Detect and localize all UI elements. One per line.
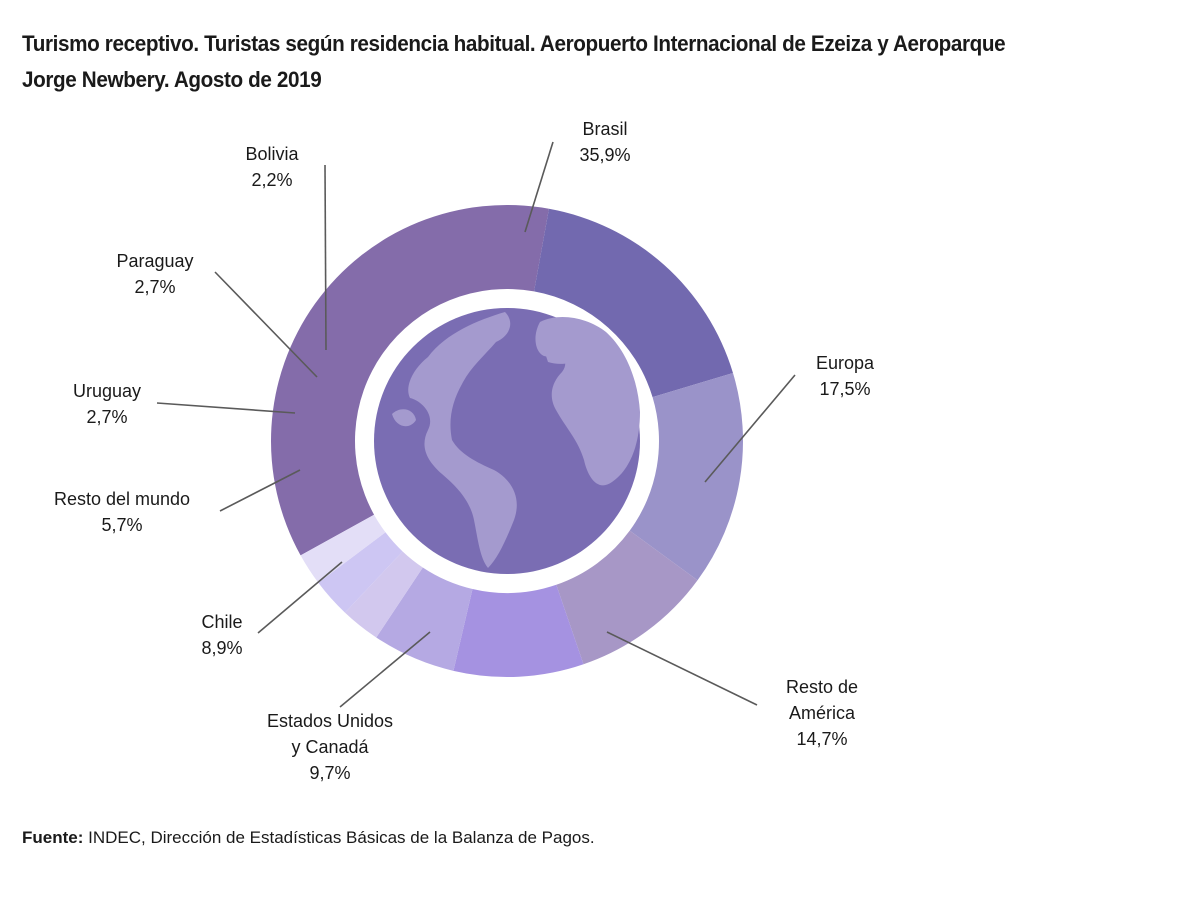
- slice-name-label: Estados Unidos: [267, 711, 393, 731]
- slice-label-resto-de-am-rica: Resto de América 14,7%: [786, 677, 858, 749]
- leader-line-europa: [704, 374, 796, 483]
- chart-title-line-1: Turismo receptivo. Turistas según reside…: [22, 31, 1006, 56]
- slice-name-label: Uruguay: [73, 381, 141, 401]
- slice-name-label: Resto del mundo: [54, 489, 190, 509]
- slice-bolivia: [300, 514, 386, 583]
- slice-value-label: 8,9%: [201, 638, 242, 658]
- slice-label-europa: Europa 17,5%: [816, 353, 875, 399]
- leader-line-uruguay: [156, 402, 296, 414]
- slice-resto-de-am-rica: [629, 372, 743, 581]
- slice-paraguay: [318, 532, 403, 613]
- source-note: Fuente: INDEC, Dirección de Estadísticas…: [22, 828, 595, 848]
- slice-uruguay: [344, 551, 423, 638]
- slice-name-label: América: [789, 703, 856, 723]
- slice-label-brasil: Brasil 35,9%: [579, 119, 630, 165]
- leader-line-chile: [257, 561, 343, 634]
- slice-chile: [453, 584, 584, 677]
- slice-label-chile: Chile 8,9%: [201, 612, 242, 658]
- slice-value-label: 2,2%: [251, 170, 292, 190]
- slice-labels: Brasil 35,9% Europa 17,5% Resto de América 14,…: [54, 119, 875, 783]
- slice-value-label: 35,9%: [579, 145, 630, 165]
- donut-slices: [270, 204, 743, 677]
- slice-name-label: Brasil: [582, 119, 627, 139]
- source-text: INDEC, Dirección de Estadísticas Básicas…: [83, 828, 595, 847]
- slice-estados-unidos-y-canad-: [556, 530, 698, 665]
- leader-line-paraguay: [214, 271, 318, 378]
- slice-value-label: 2,7%: [134, 277, 175, 297]
- slice-label-estados-unidos-y-canad-: Estados Unidos y Canadá 9,7%: [267, 711, 393, 783]
- slice-resto-del-mundo: [376, 567, 473, 671]
- slice-name-label: Paraguay: [116, 251, 193, 271]
- leader-line-bolivia: [324, 164, 327, 351]
- leader-line-estados-unidos-y-canad-: [339, 631, 431, 708]
- chart-title: Turismo receptivo. Turistas según reside…: [22, 26, 1112, 98]
- leader-line-resto-de-am-rica: [606, 631, 758, 706]
- slice-label-bolivia: Bolivia 2,2%: [245, 144, 299, 190]
- slice-label-resto-del-mundo: Resto del mundo 5,7%: [54, 489, 190, 535]
- leader-line-resto-del-mundo: [219, 469, 301, 512]
- chart-title-line-2: Jorge Newbery. Agosto de 2019: [22, 67, 322, 92]
- slice-label-uruguay: Uruguay 2,7%: [73, 381, 141, 427]
- slice-value-label: 14,7%: [796, 729, 847, 749]
- slice-brasil: [270, 204, 549, 556]
- source-label: Fuente:: [22, 828, 84, 847]
- slice-name-label: Chile: [201, 612, 242, 632]
- slice-europa: [534, 208, 733, 398]
- globe-icon: [374, 308, 640, 574]
- slice-name-label: Resto de: [786, 677, 858, 697]
- slice-label-paraguay: Paraguay 2,7%: [116, 251, 193, 297]
- slice-name-label: y Canadá: [291, 737, 369, 757]
- leader-lines: [156, 141, 796, 708]
- slice-value-label: 2,7%: [86, 407, 127, 427]
- slice-name-label: Europa: [816, 353, 875, 373]
- slice-name-label: Bolivia: [245, 144, 299, 164]
- leader-line-brasil: [524, 141, 554, 233]
- slice-value-label: 9,7%: [309, 763, 350, 783]
- slice-value-label: 17,5%: [819, 379, 870, 399]
- slice-value-label: 5,7%: [101, 515, 142, 535]
